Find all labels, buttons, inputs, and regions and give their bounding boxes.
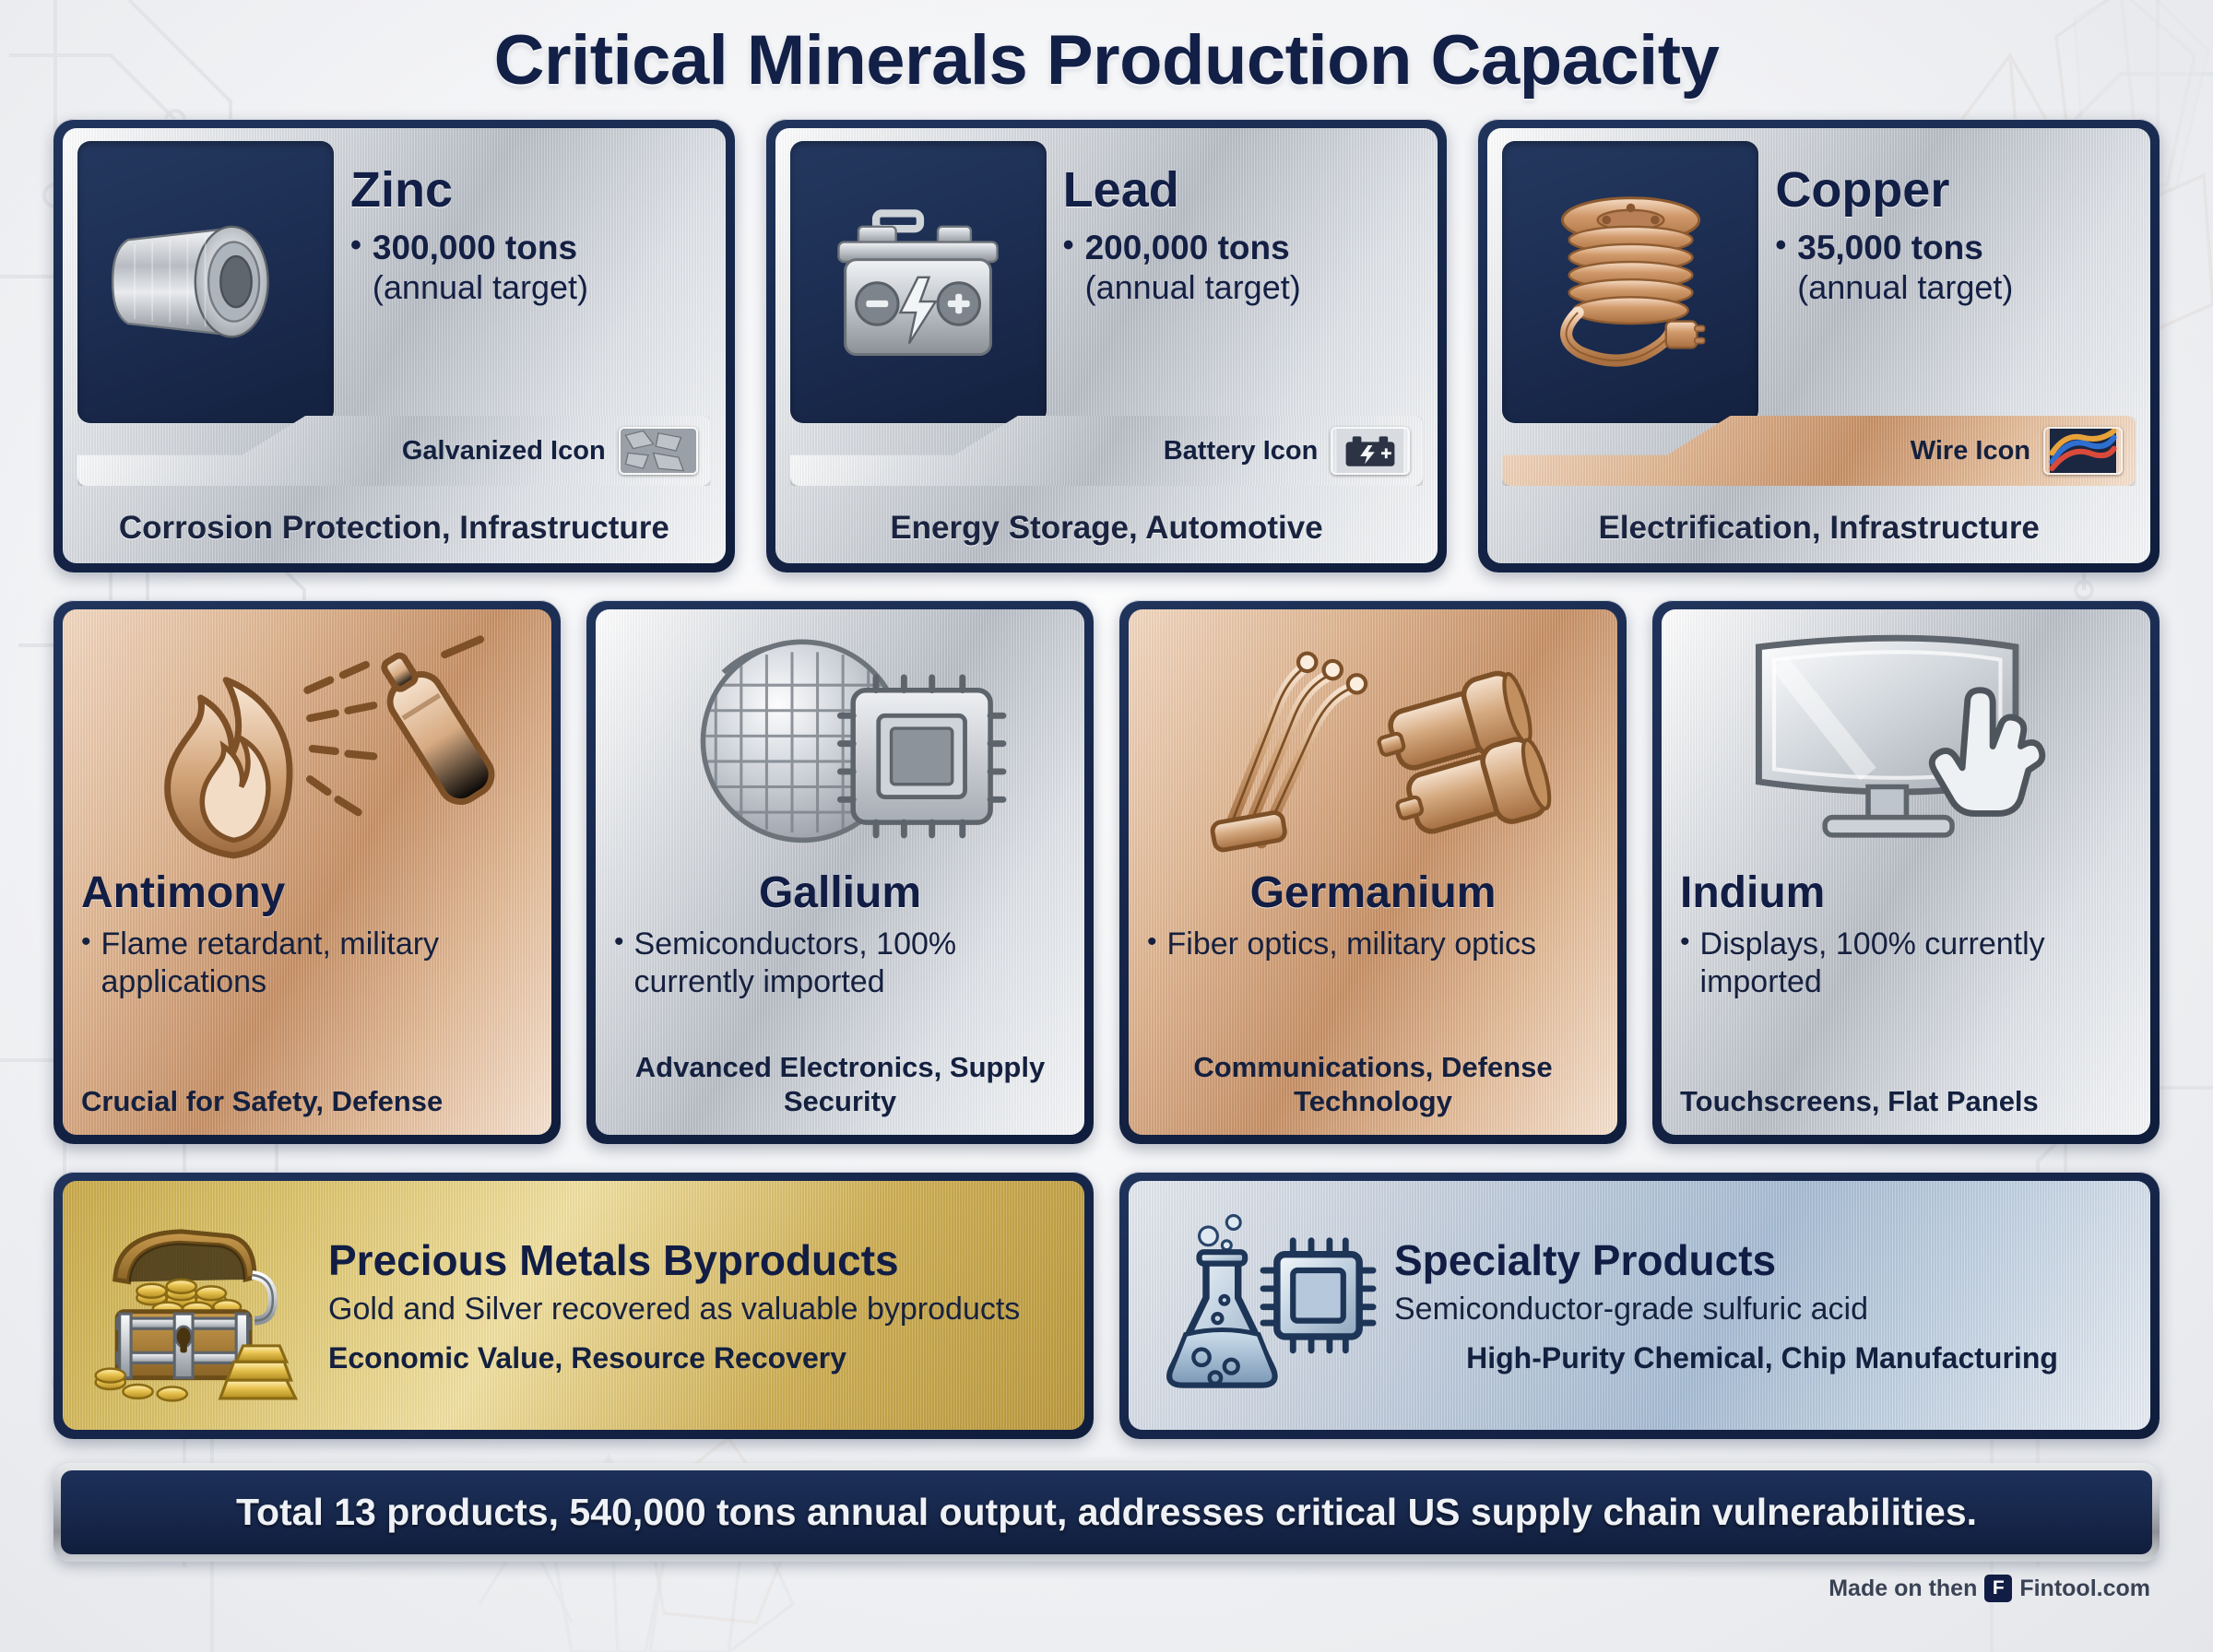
summary-banner: Total 13 products, 540,000 tons annual o… xyxy=(53,1463,2160,1562)
bullet-dot: • xyxy=(1062,228,1074,264)
brand-name: Fintool.com xyxy=(2019,1575,2150,1601)
wide-card-description: Semiconductor-grade sulfuric acid xyxy=(1394,1292,1869,1328)
bullet-dot: • xyxy=(81,926,91,957)
mineral-bullet: • Flame retardant, military applications xyxy=(81,926,533,1002)
germanium-art xyxy=(1147,624,1599,866)
mineral-name: Antimony xyxy=(81,868,286,917)
page-title: Critical Minerals Production Capacity xyxy=(493,21,1720,100)
mineral-tag: Communications, Defense Technology xyxy=(1193,1050,1553,1117)
wide-cards-row: Precious Metals Byproducts Gold and Silv… xyxy=(53,1172,2160,1439)
fintool-logo-icon: F xyxy=(1984,1575,2013,1602)
mineral-card-germanium[interactable]: Germanium • Fiber optics, military optic… xyxy=(1119,600,1627,1144)
wide-card-specialty-products[interactable]: Specialty Products Semiconductor-grade s… xyxy=(1119,1172,2160,1439)
wide-card-tag: Economic Value, Resource Recovery xyxy=(328,1340,847,1375)
mineral-tag: Advanced Electronics, Supply Security xyxy=(634,1050,1046,1117)
mineral-card-lead[interactable]: Lead • 200,000 tons (annual target) Batt… xyxy=(765,119,1448,572)
mineral-name: Lead xyxy=(1062,162,1179,218)
antimony-art xyxy=(81,624,533,866)
zinc-coil-icon xyxy=(112,226,270,338)
bullet-subnote: (annual target) xyxy=(1084,267,1301,306)
treasure-chest-icon xyxy=(94,1228,299,1402)
mineral-footer: Corrosion Protection, Infrastructure xyxy=(118,510,669,546)
flask-chip-icon xyxy=(1166,1213,1377,1388)
mineral-bullet: • Fiber optics, military optics xyxy=(1147,926,1599,963)
zinc-icon-bar: Galvanized Icon xyxy=(77,416,711,486)
icon-bar-slab xyxy=(789,416,1424,486)
copper-wire-spool-icon xyxy=(1559,196,1706,368)
mineral-name: Zinc xyxy=(350,162,454,218)
mineral-card-gallium[interactable]: Gallium • Semiconductors, 100% currently… xyxy=(586,600,1094,1144)
semiconductor-wafer-icon xyxy=(700,639,1006,844)
mineral-tag: Touchscreens, Flat Panels xyxy=(1680,1084,2039,1117)
wide-card-title: Specialty Products xyxy=(1394,1236,1777,1285)
icon-bar-label: Galvanized Icon xyxy=(401,435,606,466)
mineral-name: Copper xyxy=(1775,162,1950,218)
zinc-art-tile xyxy=(77,141,334,423)
primary-cards-row: Zinc • 300,000 tons (annual target) Galv… xyxy=(53,119,2160,572)
brand-credit[interactable]: Made on then F Fintool.com xyxy=(53,1562,2160,1602)
mineral-footer: Energy Storage, Automotive xyxy=(890,510,1323,546)
bullet-text: Semiconductors, 100% currently imported xyxy=(633,926,957,1000)
touchscreen-display-icon xyxy=(1755,634,2045,838)
wide-card-title: Precious Metals Byproducts xyxy=(328,1236,899,1285)
mineral-name: Indium xyxy=(1680,868,1826,917)
indium-art xyxy=(1680,624,2132,866)
bullet-text: Flame retardant, military applications xyxy=(101,926,440,1000)
fiber-optics-binoculars-icon xyxy=(1210,651,1551,853)
icon-bar-slab xyxy=(1502,416,2136,486)
mineral-name: Gallium xyxy=(758,868,922,917)
bullet-dot: • xyxy=(1680,926,1690,957)
mineral-card-indium[interactable]: Indium • Displays, 100% currently import… xyxy=(1652,600,2160,1144)
cable-bundle-icon xyxy=(2043,427,2124,476)
flame-retardant-icon xyxy=(163,635,495,859)
mineral-card-copper[interactable]: Copper • 35,000 tons (annual target) Wir… xyxy=(1478,119,2160,572)
galvanized-sheet-icon xyxy=(618,427,698,476)
bullet-value: 200,000 tons xyxy=(1084,229,1290,267)
summary-text: Total 13 products, 540,000 tons annual o… xyxy=(235,1491,1978,1533)
gallium-art xyxy=(614,624,1066,866)
secondary-cards-row: Antimony • Flame retardant, military app… xyxy=(53,600,2160,1144)
brand-prefix: Made on then xyxy=(1828,1575,1978,1601)
specialty-products-art xyxy=(1149,1194,1378,1417)
copper-icon-bar: Wire Icon xyxy=(1502,416,2136,486)
bullet-dot: • xyxy=(1775,228,1787,264)
mineral-bullet: • 35,000 tons (annual target) xyxy=(1775,228,2136,306)
icon-bar-label: Wire Icon xyxy=(1910,435,2031,466)
wide-card-tag: High-Purity Chemical, Chip Manufacturing xyxy=(1466,1340,2058,1375)
bullet-dot: • xyxy=(1147,926,1157,957)
lead-art-tile xyxy=(789,141,1047,423)
car-battery-icon xyxy=(837,209,999,357)
battery-icon xyxy=(1331,427,1411,476)
copper-art-tile xyxy=(1502,141,1759,423)
mineral-bullet: • Displays, 100% currently imported xyxy=(1680,926,2132,1002)
precious-metals-art xyxy=(83,1194,312,1417)
bullet-value: 300,000 tons xyxy=(372,229,578,267)
mineral-bullet: • Semiconductors, 100% currently importe… xyxy=(614,926,1066,1002)
bullet-text: Fiber optics, military optics xyxy=(1166,926,1537,962)
icon-bar-slab xyxy=(77,416,711,486)
bullet-value: 35,000 tons xyxy=(1797,229,1983,267)
bullet-dot: • xyxy=(350,228,361,264)
mineral-bullet: • 300,000 tons (annual target) xyxy=(350,228,711,306)
lead-icon-bar: Battery Icon xyxy=(789,416,1424,486)
mineral-name: Germanium xyxy=(1249,868,1497,917)
wide-card-precious-metals[interactable]: Precious Metals Byproducts Gold and Silv… xyxy=(53,1172,1094,1439)
icon-bar-label: Battery Icon xyxy=(1163,435,1319,466)
bullet-subnote: (annual target) xyxy=(372,267,589,306)
mineral-card-antimony[interactable]: Antimony • Flame retardant, military app… xyxy=(53,600,561,1144)
bullet-text: Displays, 100% currently imported xyxy=(1699,926,2045,1000)
mineral-tag: Crucial for Safety, Defense xyxy=(81,1084,444,1117)
mineral-bullet: • 200,000 tons (annual target) xyxy=(1062,228,1424,306)
bullet-subnote: (annual target) xyxy=(1797,267,2014,306)
bullet-dot: • xyxy=(614,926,624,957)
mineral-footer: Electrification, Infrastructure xyxy=(1598,510,2040,546)
mineral-card-zinc[interactable]: Zinc • 300,000 tons (annual target) Galv… xyxy=(53,119,735,572)
wide-card-description: Gold and Silver recovered as valuable by… xyxy=(328,1292,1021,1328)
